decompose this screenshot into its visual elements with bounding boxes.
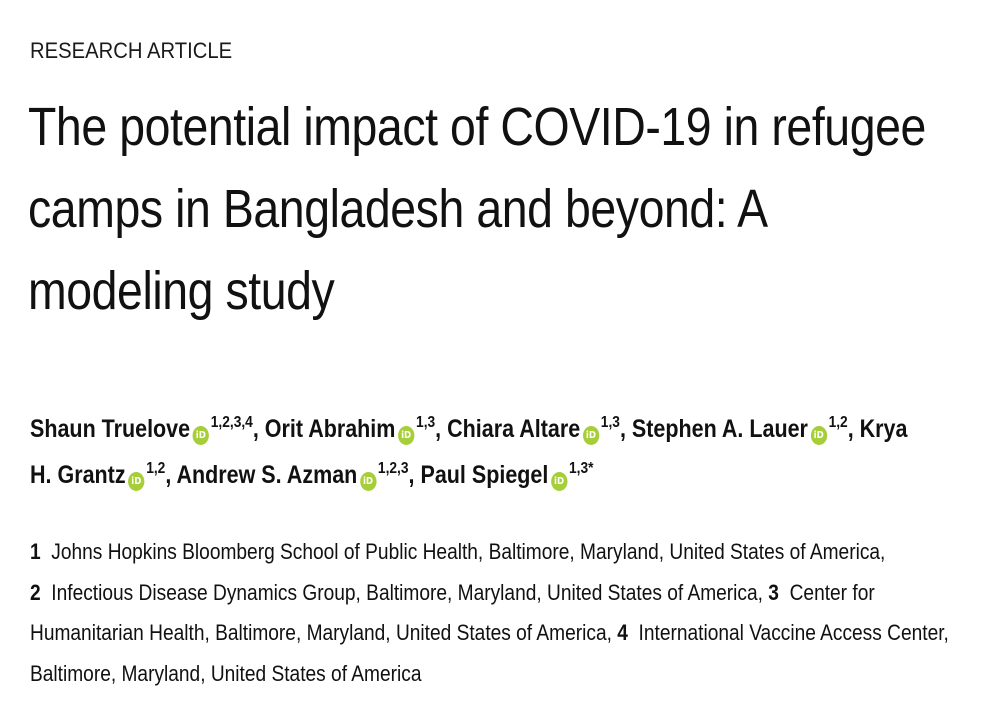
affiliation-line: 1 Johns Hopkins Bloomberg School of Publ…	[30, 532, 987, 573]
affiliation-number: 2	[30, 579, 41, 605]
affiliation-line: 2 Infectious Disease Dynamics Group, Bal…	[30, 573, 987, 614]
author-entry: Shaun Truelove iD1,2,3,4	[30, 414, 253, 445]
author-separator: ,	[435, 415, 448, 443]
orcid-icon[interactable]: iD	[359, 472, 377, 491]
orcid-icon[interactable]: iD	[582, 426, 600, 445]
author-separator: ,	[165, 461, 177, 489]
author-name[interactable]: H. Grantz	[30, 461, 126, 489]
author-affiliation-sup: 1,2	[146, 460, 166, 477]
affiliation-text: Johns Hopkins Bloomberg School of Public…	[51, 539, 886, 564]
author-name[interactable]: Stephen A. Lauer	[631, 415, 808, 443]
affiliation-number: 3	[768, 579, 779, 605]
orcid-icon[interactable]: iD	[550, 472, 568, 491]
author-name[interactable]: Andrew S. Azman	[176, 461, 358, 489]
title-line: modeling study	[28, 261, 335, 321]
author-entry: Paul Spiegel iD1,3	[420, 460, 589, 491]
article-title: The potential impact of COVID-19 in refu…	[28, 86, 974, 332]
affiliation-line: Baltimore, Maryland, United States of Am…	[30, 654, 987, 695]
author-affiliation-sup: 1,2	[828, 414, 848, 431]
author-separator: ,	[252, 415, 265, 443]
affiliation-line: Humanitarian Health, Baltimore, Maryland…	[30, 613, 987, 654]
title-line: camps in Bangladesh and beyond: A	[28, 179, 768, 239]
orcid-icon[interactable]: iD	[397, 426, 415, 445]
affiliation-text: Baltimore, Maryland, United States of Am…	[30, 660, 422, 686]
affiliation-text: Infectious Disease Dynamics Group, Balti…	[51, 579, 763, 605]
author-entry: Andrew S. Azman iD1,2,3	[176, 460, 409, 491]
author-entry: Orit Abrahim iD1,3	[264, 414, 436, 445]
affiliation-text: Humanitarian Health, Baltimore, Maryland…	[30, 620, 612, 645]
affiliation-text: Center for	[789, 579, 875, 605]
title-line: The potential impact of COVID-19 in refu…	[28, 97, 926, 157]
author-affiliation-sup: 1,3	[416, 414, 436, 431]
author-list: Shaun Truelove iD1,2,3,4, Orit Abrahim iD1…	[30, 406, 942, 498]
author-separator: , Krya	[847, 415, 908, 443]
author-affiliation-sup: 1,3	[568, 460, 589, 477]
author-affiliation-sup: 1,3	[600, 414, 620, 431]
affiliation-number: 1	[30, 539, 41, 564]
orcid-icon[interactable]: iD	[192, 426, 210, 445]
orcid-icon[interactable]: iD	[810, 426, 827, 445]
author-entry: Stephen A. Lauer iD1,2	[631, 414, 848, 445]
author-separator: ,	[408, 461, 421, 489]
affiliation-number: 4	[617, 620, 628, 645]
article-type-label: RESEARCH ARTICLE	[30, 38, 233, 63]
author-name[interactable]: Shaun Truelove	[30, 415, 191, 443]
corresponding-author-mark: *	[588, 460, 594, 477]
author-affiliation-sup: 1,2,3,4	[210, 414, 253, 431]
affiliation-text: International Vaccine Access Center,	[638, 620, 949, 645]
author-line: Shaun Truelove iD1,2,3,4, Orit Abrahim iD1…	[30, 406, 942, 452]
author-name[interactable]: Orit Abrahim	[264, 415, 396, 443]
author-affiliation-sup: 1,2,3	[377, 460, 409, 477]
author-line: H. Grantz iD1,2, Andrew S. Azman iD1,2,3, …	[30, 452, 942, 498]
author-separator: ,	[619, 415, 632, 443]
author-entry: H. Grantz iD1,2	[30, 460, 166, 491]
author-name[interactable]: Chiara Altare	[447, 415, 581, 443]
affiliation-list: 1 Johns Hopkins Bloomberg School of Publ…	[30, 532, 987, 694]
orcid-icon[interactable]: iD	[128, 472, 145, 491]
author-entry: Chiara Altare iD1,3	[447, 414, 620, 445]
author-name[interactable]: Paul Spiegel	[420, 461, 549, 489]
